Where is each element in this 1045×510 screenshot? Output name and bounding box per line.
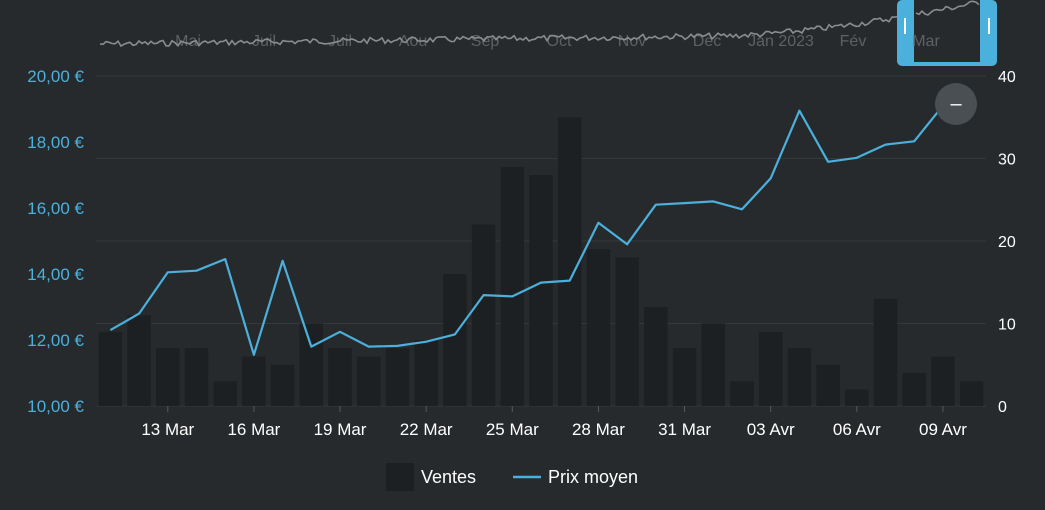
bar (127, 315, 151, 406)
legend-label-ventes[interactable]: Ventes (421, 467, 476, 487)
y-right-tick-label: 20 (998, 234, 1016, 251)
bar (471, 224, 496, 406)
bar (443, 274, 467, 406)
navigator-label: Fév (840, 33, 867, 50)
bar (758, 331, 783, 406)
bar-series-ventes (98, 117, 984, 406)
bar (156, 348, 180, 406)
navigator-label: Dec (693, 33, 721, 50)
y-left-tick-label: 10,00 € (27, 397, 84, 416)
x-tick-label: 06 Avr (833, 420, 881, 439)
bar (959, 381, 984, 406)
navigator-series-selected (915, 0, 980, 16)
navigator-window (914, 0, 980, 62)
line-series-prix-moyen (109, 97, 972, 356)
bar (385, 348, 410, 406)
x-tick-label: 16 Mar (227, 420, 280, 439)
y-axis-right: 0 10 20 30 40 (998, 69, 1016, 416)
legend-label-prix-moyen[interactable]: Prix moyen (548, 467, 638, 487)
bar (299, 323, 324, 406)
bar (787, 348, 812, 406)
bar (873, 298, 898, 406)
y-right-tick-label: 40 (998, 69, 1016, 86)
line-path (109, 97, 972, 356)
navigator-label: Aou (399, 33, 427, 50)
x-tick-label: 19 Mar (314, 420, 367, 439)
x-axis: 13 Mar 16 Mar 19 Mar 22 Mar 25 Mar 28 Mar 31 M… (141, 406, 967, 439)
reset-zoom-icon: – (950, 93, 962, 115)
x-tick-label: 31 Mar (658, 420, 711, 439)
bar (500, 166, 525, 406)
bar (701, 323, 726, 406)
x-tick-label: 09 Avr (919, 420, 967, 439)
x-tick-label: 28 Mar (572, 420, 625, 439)
navigator-label: Juil (252, 33, 276, 50)
bar (672, 348, 697, 406)
y-right-tick-label: 10 (998, 317, 1016, 334)
y-right-tick-label: 0 (998, 399, 1007, 416)
bar (184, 348, 209, 406)
bar (98, 331, 123, 406)
legend[interactable]: Ventes Prix moyen (386, 463, 638, 491)
bar (213, 381, 237, 406)
navigator[interactable]: Mai Juil Juil Aou Sep Oct Nov Dec Jan 2023 Fév Mar… (99, 0, 997, 66)
y-right-tick-label: 30 (998, 152, 1016, 169)
navigator-label-selected: Mar (912, 33, 940, 50)
y-axis-left: 10,00 € 12,00 € 14,00 € 16,00 € 18,00 € 20,00… (27, 67, 84, 416)
bar (586, 249, 611, 406)
legend-swatch-ventes (386, 463, 414, 491)
bar (414, 340, 438, 406)
reset-zoom-button[interactable]: – (935, 83, 977, 125)
x-tick-label: 03 Avr (747, 420, 795, 439)
bar (902, 373, 926, 406)
bar (931, 356, 955, 406)
bar (242, 356, 266, 406)
navigator-series (99, 0, 980, 48)
bar (356, 356, 381, 406)
navigator-label: Sep (471, 33, 500, 50)
bar (730, 381, 754, 406)
x-tick-label: 22 Mar (400, 420, 453, 439)
bar (557, 117, 582, 406)
y-left-tick-label: 20,00 € (27, 67, 84, 86)
y-left-tick-label: 14,00 € (27, 265, 84, 284)
bar (845, 389, 869, 406)
x-tick-label: 25 Mar (486, 420, 539, 439)
bar (816, 364, 840, 406)
x-tick-label: 13 Mar (141, 420, 194, 439)
navigator-label: Jan 2023 (748, 33, 814, 50)
y-left-tick-label: 16,00 € (27, 199, 84, 218)
bar (615, 257, 639, 406)
bar (328, 348, 352, 406)
bar (270, 364, 295, 406)
navigator-label: Oct (547, 33, 572, 50)
y-left-tick-label: 18,00 € (27, 133, 84, 152)
navigator-label: Mai (175, 33, 201, 50)
bar (644, 307, 668, 406)
y-left-tick-label: 12,00 € (27, 331, 84, 350)
bar (529, 175, 553, 406)
